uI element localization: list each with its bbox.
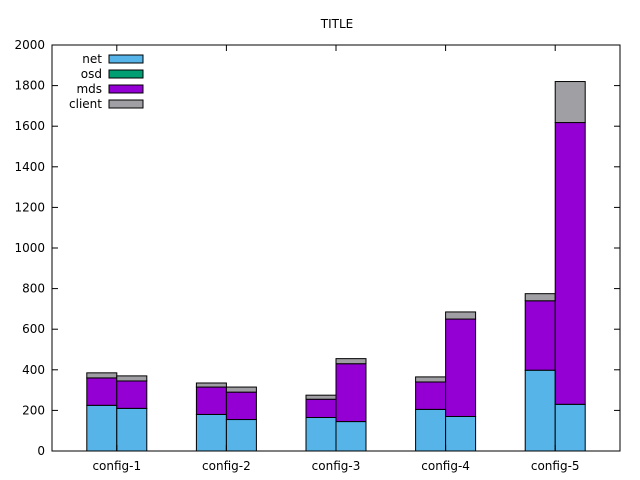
bar-segment-mds bbox=[554, 122, 586, 405]
y-axis: 0 200 400 600 800 1000 1200 1400 1600 1800 2000 bbox=[14, 38, 620, 458]
x-tick-label: config-5 bbox=[531, 459, 580, 473]
bar-segment-mds bbox=[225, 391, 257, 421]
x-tick-label: config-3 bbox=[312, 459, 361, 473]
legend-swatch-net bbox=[108, 54, 144, 64]
legend-label-mds: mds bbox=[76, 82, 102, 96]
y-tick-label: 800 bbox=[22, 282, 45, 296]
bar-segment-mds bbox=[195, 386, 227, 415]
y-tick-label: 1000 bbox=[14, 241, 45, 255]
bar-segment-mds bbox=[445, 318, 477, 417]
y-tick-label: 600 bbox=[22, 322, 45, 336]
x-axis: config-1 config-2 config-3 config-4 config-5 bbox=[92, 45, 580, 473]
legend-label-osd: osd bbox=[81, 67, 102, 81]
legend-swatch-mds bbox=[108, 84, 144, 94]
y-tick-label: 0 bbox=[37, 444, 45, 458]
legend-label-net: net bbox=[82, 52, 102, 66]
bar-segment-client bbox=[415, 376, 447, 383]
bar-segment-client bbox=[445, 311, 477, 320]
y-tick-label: 1600 bbox=[14, 119, 45, 133]
bar-segment-net bbox=[116, 407, 148, 452]
legend-label-client: client bbox=[69, 97, 102, 111]
bar-segment-mds bbox=[335, 363, 367, 423]
bar-segment-client bbox=[335, 358, 367, 365]
bar-segment-client bbox=[116, 375, 148, 382]
bar-segment-net bbox=[554, 403, 586, 452]
x-tick-label: config-4 bbox=[421, 459, 470, 473]
bar-segment-net bbox=[415, 408, 447, 452]
bar-segment-net bbox=[305, 417, 337, 452]
bar-segment-mds bbox=[86, 377, 118, 406]
bar-segment-client bbox=[195, 382, 227, 388]
bar-segment-mds bbox=[116, 380, 148, 409]
legend-swatch-client bbox=[108, 99, 144, 109]
legend-swatch-osd bbox=[108, 69, 144, 79]
bar-segment-client bbox=[554, 81, 586, 124]
bar-segment-mds bbox=[524, 300, 556, 371]
x-tick-label: config-2 bbox=[202, 459, 251, 473]
chart-title: TITLE bbox=[320, 17, 353, 31]
y-tick-label: 2000 bbox=[14, 38, 45, 52]
bar-segment-client bbox=[524, 293, 556, 302]
bar-segment-client bbox=[225, 386, 257, 393]
y-tick-label: 200 bbox=[22, 403, 45, 417]
y-tick-label: 400 bbox=[22, 363, 45, 377]
x-tick-label: config-1 bbox=[92, 459, 141, 473]
bar-segment-net bbox=[335, 421, 367, 452]
bar-segment-net bbox=[524, 369, 556, 452]
y-tick-label: 1200 bbox=[14, 200, 45, 214]
bar-segment-mds bbox=[415, 381, 447, 410]
bar-segment-net bbox=[225, 419, 257, 452]
bar-segment-client bbox=[305, 394, 337, 400]
bars-layer bbox=[86, 81, 586, 452]
bar-segment-mds bbox=[305, 398, 337, 419]
bar-segment-client bbox=[86, 372, 118, 379]
bar-segment-net bbox=[445, 415, 477, 452]
bar-segment-net bbox=[195, 413, 227, 452]
y-tick-label: 1800 bbox=[14, 79, 45, 93]
bar-segment-net bbox=[86, 404, 118, 452]
y-tick-label: 1400 bbox=[14, 160, 45, 174]
